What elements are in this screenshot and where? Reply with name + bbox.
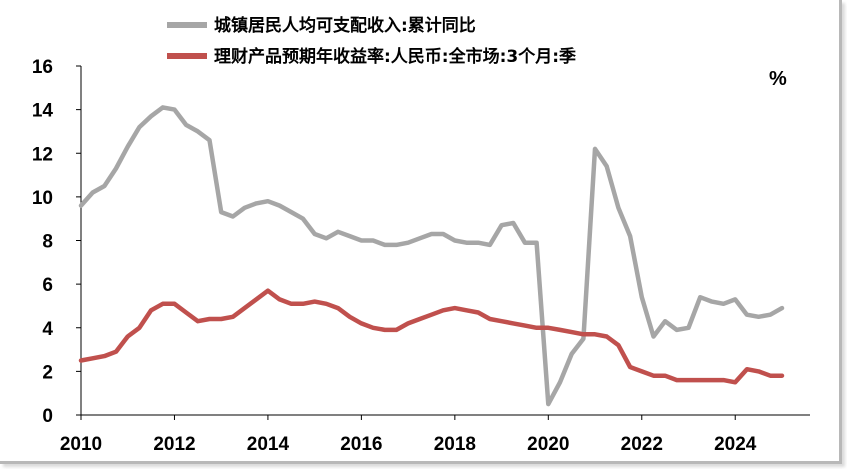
x-tick-label: 2014 xyxy=(247,434,290,455)
x-tick-label: 2022 xyxy=(621,434,663,455)
y-tick-label: 14 xyxy=(32,101,54,122)
x-tick-label: 2020 xyxy=(527,434,569,455)
y-tick-label: 12 xyxy=(32,144,53,165)
y-tick-label: 4 xyxy=(42,319,53,340)
legend: 城镇居民人均可支配收入:累计同比 理财产品预期年收益率:人民币:全市场:3个月:… xyxy=(167,15,576,67)
series-line-wmp-yield xyxy=(78,288,785,385)
x-tick-label: 2010 xyxy=(60,434,102,455)
series-layer xyxy=(78,105,785,407)
axes: 0 2 4 6 8 10 12 14 16 2010 2012 2014 2016 2018 2020 202… xyxy=(32,57,810,455)
x-tick-label: 2016 xyxy=(340,434,382,455)
x-tick-label: 2024 xyxy=(714,434,757,455)
series-line-income-growth xyxy=(78,105,785,407)
y-axis-unit-label: % xyxy=(769,68,787,90)
y-tick-label: 2 xyxy=(42,362,53,383)
legend-label-wmp-yield: 理财产品预期年收益率:人民币:全市场:3个月:季 xyxy=(214,46,576,67)
y-tick-label: 0 xyxy=(42,406,53,427)
x-tick-label: 2012 xyxy=(153,434,195,455)
y-tick-label: 10 xyxy=(32,188,53,209)
y-tick-label: 6 xyxy=(42,275,53,296)
y-tick-label: 8 xyxy=(42,232,53,253)
legend-label-income-growth: 城镇居民人均可支配收入:累计同比 xyxy=(214,15,476,36)
y-tick-label: 16 xyxy=(32,57,53,78)
x-tick-label: 2018 xyxy=(434,434,476,455)
